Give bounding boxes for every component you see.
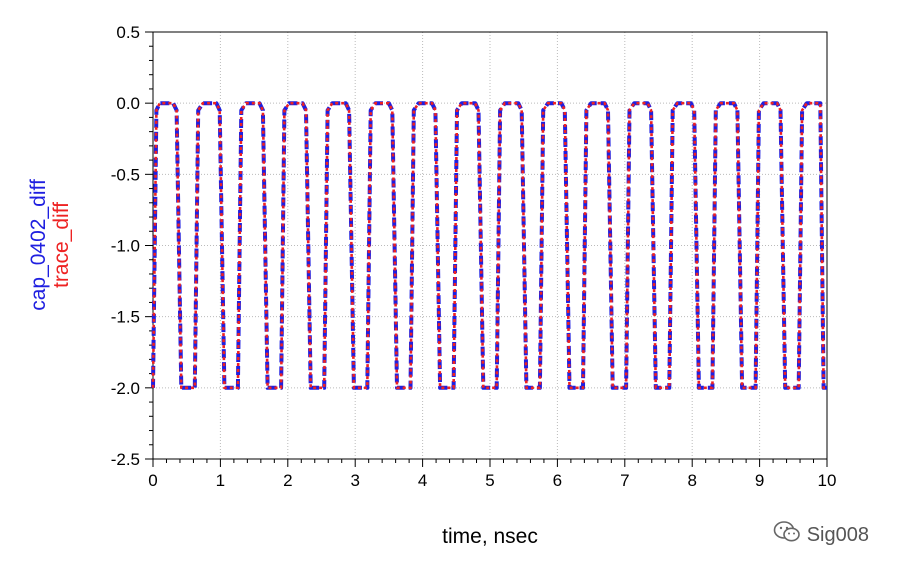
x-tick-label: 5: [485, 471, 494, 490]
x-tick-label: 2: [283, 471, 292, 490]
axis-ticks: [145, 31, 828, 467]
tick-labels: 0 1 2 3 4 5 6 7 8 9 10 0.5 0.0 -0.5 -1.0 -1.5 -2.0 -2.5: [111, 23, 837, 490]
x-tick-label: 9: [755, 471, 764, 490]
x-tick-label: 7: [620, 471, 629, 490]
y-axis-title-cap: cap_0402_diff: [27, 179, 50, 311]
watermark-text: Sig008: [806, 523, 869, 546]
x-axis-title: time, nsec: [442, 525, 538, 548]
y-tick-label: 0.5: [116, 23, 140, 42]
x-tick-label: 4: [418, 471, 427, 490]
x-tick-label: 6: [553, 471, 562, 490]
series-line-trace-diff: [151, 101, 827, 390]
x-tick-label: 0: [148, 471, 157, 490]
wechat-icon: [773, 520, 801, 550]
y-tick-label: -1.0: [111, 237, 140, 256]
x-tick-label: 10: [818, 471, 837, 490]
y-tick-label: 0.0: [116, 94, 140, 113]
series-group: [151, 101, 827, 390]
y-axis-title-trace: trace_diff: [50, 202, 73, 288]
y-tick-label: -2.0: [111, 379, 140, 398]
y-tick-label: -0.5: [111, 165, 140, 184]
x-tick-label: 1: [216, 471, 225, 490]
y-tick-label: -2.5: [111, 450, 140, 469]
x-tick-label: 3: [350, 471, 359, 490]
grid-lines: [153, 32, 827, 459]
x-tick-label: 8: [687, 471, 696, 490]
y-tick-label: -1.5: [111, 308, 140, 327]
watermark: Sig008: [773, 520, 869, 550]
